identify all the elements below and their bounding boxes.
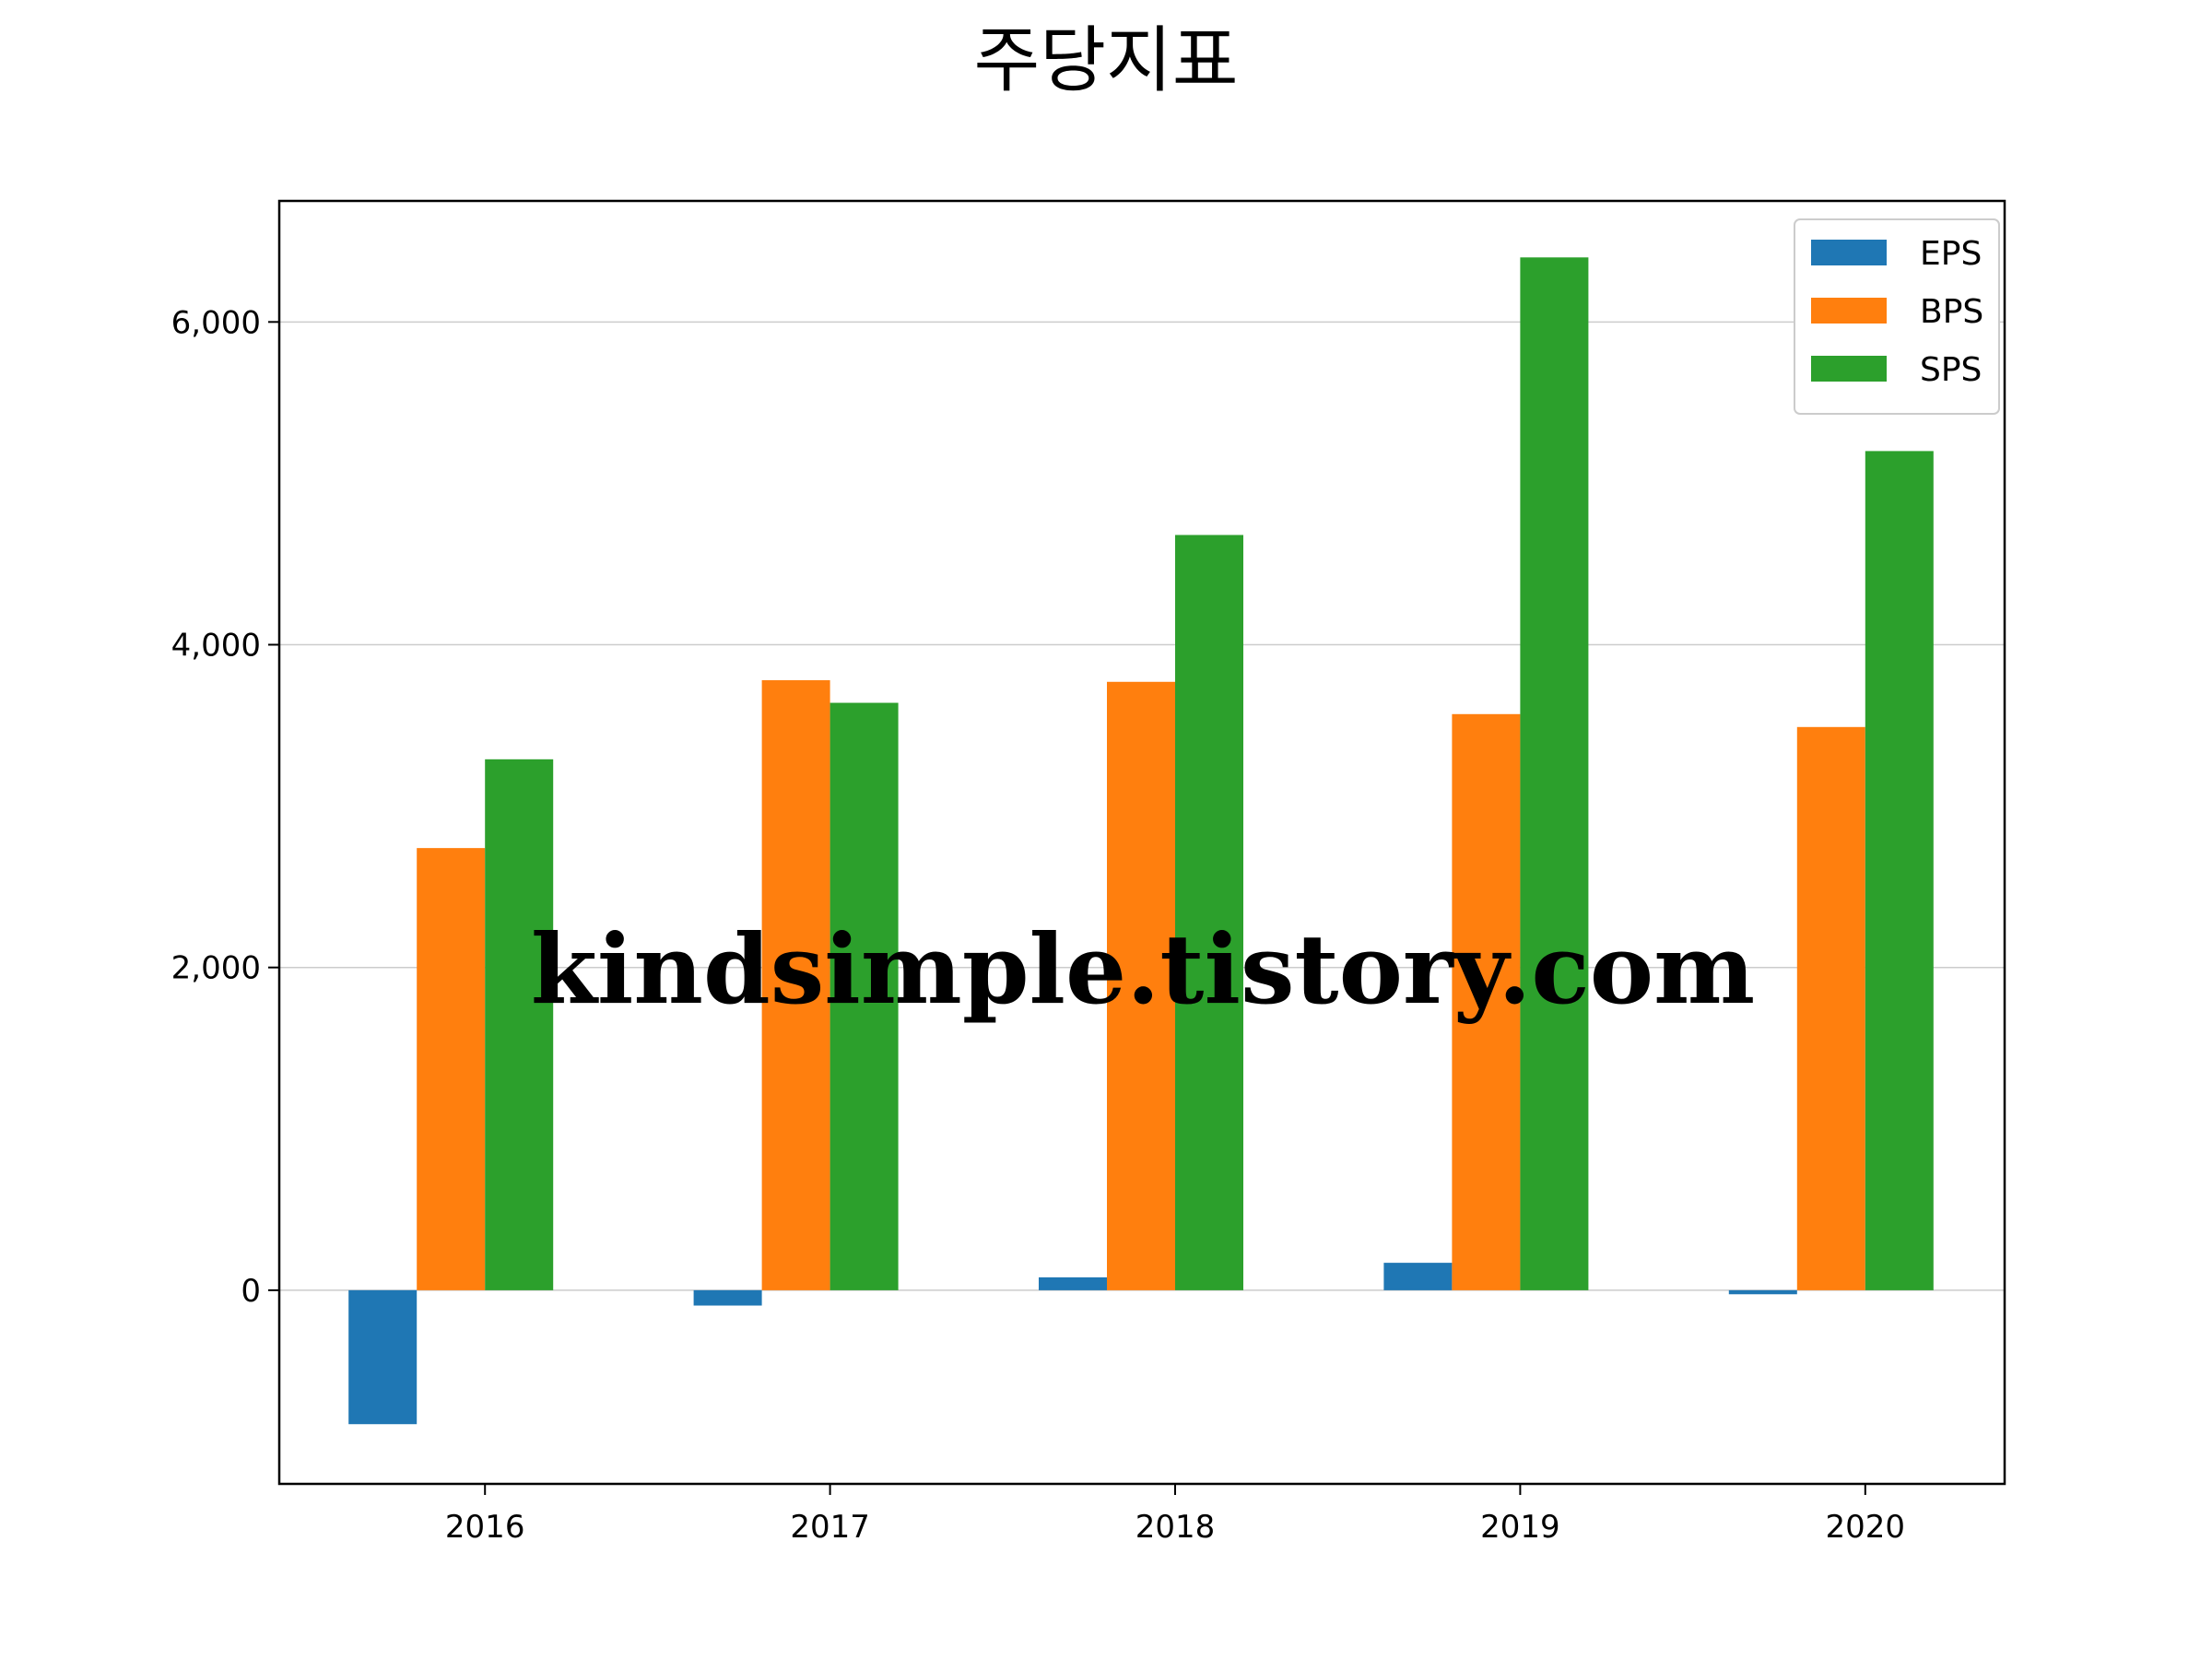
legend-label-eps: EPS — [1920, 235, 1982, 273]
x-tick-label: 2019 — [1480, 1509, 1560, 1546]
x-tick-label: 2020 — [1826, 1509, 1906, 1546]
bar-eps-2019 — [1383, 1263, 1453, 1290]
y-axis: 0 2,000 4,000 6,000 — [171, 304, 279, 1310]
legend-swatch-bps — [1811, 298, 1887, 324]
legend-label-bps: BPS — [1920, 293, 1983, 331]
bar-bps-2017 — [761, 680, 830, 1290]
bar-bps-2016 — [417, 848, 486, 1290]
x-tick-label: 2016 — [445, 1509, 525, 1546]
bar-bps-2020 — [1796, 726, 1865, 1290]
bar-eps-2016 — [348, 1289, 418, 1425]
plot-frame — [277, 199, 2006, 1486]
y-tick-label: 4,000 — [171, 628, 261, 665]
bar-sps-2018 — [1175, 535, 1243, 1290]
y-tick-label: 6,000 — [171, 304, 261, 341]
y-tick-label: 0 — [241, 1273, 261, 1310]
bar-sps-2019 — [1520, 257, 1589, 1290]
bars — [348, 257, 1934, 1425]
bar-sps-2016 — [485, 759, 554, 1290]
bar-eps-2018 — [1039, 1277, 1107, 1290]
legend-swatch-eps — [1811, 240, 1887, 265]
x-axis: 2016 2017 2018 2019 2020 — [445, 1484, 1905, 1546]
y-tick-label: 2,000 — [171, 950, 261, 987]
legend: EPS BPS SPS — [1794, 218, 2000, 415]
bar-bps-2018 — [1107, 681, 1175, 1290]
bar-eps-2020 — [1728, 1289, 1797, 1295]
bar-sps-2017 — [830, 702, 899, 1290]
legend-label-sps: SPS — [1920, 351, 1982, 389]
chart-title: 주당지표 — [973, 19, 1238, 102]
bar-eps-2017 — [693, 1289, 762, 1306]
watermark-text: kindsimple.tistory.com — [531, 912, 1755, 1026]
x-tick-label: 2017 — [790, 1509, 870, 1546]
x-tick-label: 2018 — [1135, 1509, 1216, 1546]
legend-swatch-sps — [1811, 356, 1887, 382]
bar-bps-2019 — [1452, 713, 1521, 1290]
bar-sps-2020 — [1865, 451, 1934, 1290]
